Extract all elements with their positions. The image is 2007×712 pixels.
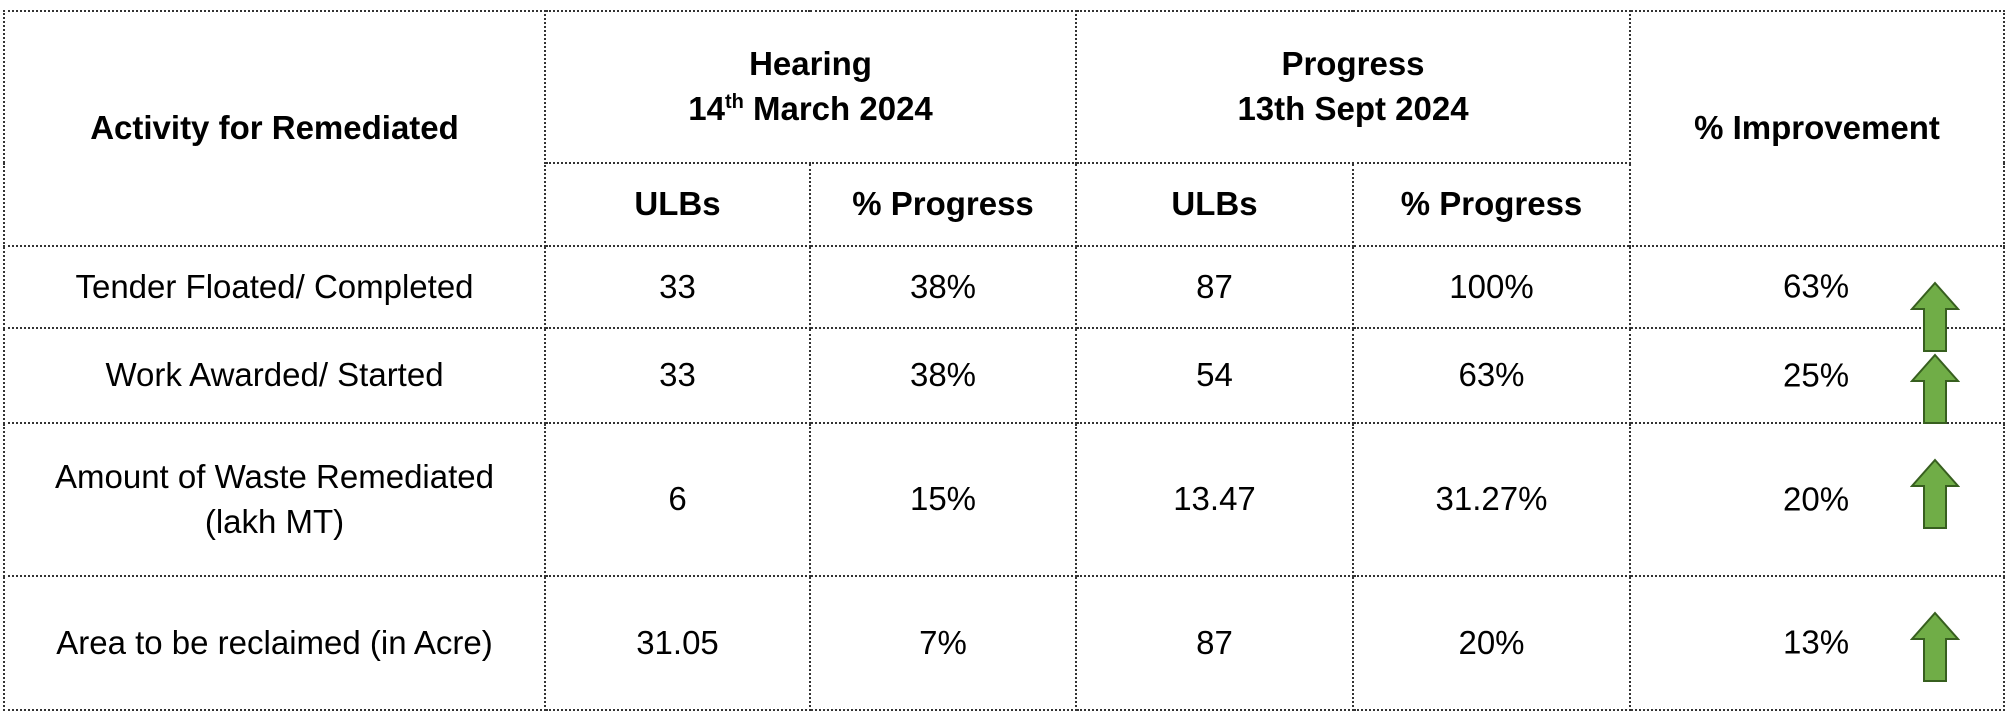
sub-header: ULBs [1075, 162, 1354, 247]
header-activity: Activity for Remediated [3, 10, 546, 247]
hearing-day: 14 [688, 90, 725, 127]
improvement-cell: 25% [1629, 327, 2005, 424]
table-row: Amount of Waste Remediated (lakh MT) 6 15%… [3, 422, 2005, 577]
value-cell: 38% [809, 327, 1077, 424]
value-cell: 87 [1075, 575, 1354, 711]
activity-cell: Work Awarded/ Started [3, 327, 546, 424]
header-improvement: % Improvement [1629, 10, 2005, 247]
improvement-value: 63% [1783, 267, 1850, 305]
value-cell: 20% [1352, 575, 1631, 711]
up-arrow [1910, 353, 1960, 424]
table-row: Tender Floated/ Completed 33 38% 87 100% 63% [3, 245, 2005, 352]
activity-cell: Area to be reclaimed (in Acre) [3, 575, 546, 711]
table-row: Work Awarded/ Started 33 38% 54 63% 25% [3, 327, 2005, 424]
activity-cell: Tender Floated/ Completed [3, 245, 546, 329]
improvement-value: 13% [1783, 623, 1850, 661]
value-cell: 15% [809, 422, 1077, 577]
value-cell: 38% [809, 245, 1077, 329]
progress-title: Progress [1281, 45, 1425, 83]
value-cell: 100% [1352, 245, 1631, 329]
improvement-value: 20% [1783, 480, 1850, 518]
value-cell: 33 [544, 327, 811, 424]
sub-header: % Progress [809, 162, 1077, 247]
value-cell: 31.05 [544, 575, 811, 711]
value-cell: 13.47 [1075, 422, 1354, 577]
up-arrow [1910, 458, 1960, 529]
improvement-value: 25% [1783, 356, 1850, 394]
hearing-title: Hearing [749, 45, 872, 83]
value-cell: 7% [809, 575, 1077, 711]
improvement-cell: 63% [1629, 245, 2005, 352]
value-cell: 33 [544, 245, 811, 329]
value-cell: 87 [1075, 245, 1354, 329]
table-row: Area to be reclaimed (in Acre) 31.05 7% 87 2… [3, 575, 2005, 711]
header-progress: Progress 13th Sept 2024 [1075, 10, 1631, 164]
value-cell: 54 [1075, 327, 1354, 424]
activity-cell: Amount of Waste Remediated (lakh MT) [3, 422, 546, 577]
progress-date: 13th Sept 2024 [1237, 90, 1469, 127]
up-arrow [1910, 611, 1960, 682]
value-cell: 6 [544, 422, 811, 577]
improvement-cell: 20% [1629, 422, 2005, 577]
value-cell: 63% [1352, 327, 1631, 424]
header-hearing: Hearing 14th March 2024 [544, 10, 1077, 164]
hearing-rest: March 2024 [743, 90, 933, 127]
hearing-sup: th [724, 91, 744, 113]
sub-header: % Progress [1352, 162, 1631, 247]
sub-header: ULBs [544, 162, 811, 247]
value-cell: 31.27% [1352, 422, 1631, 577]
improvement-cell: 13% [1629, 575, 2005, 711]
progress-table: Activity for Remediated Hearing 14th Marc… [3, 10, 2005, 711]
